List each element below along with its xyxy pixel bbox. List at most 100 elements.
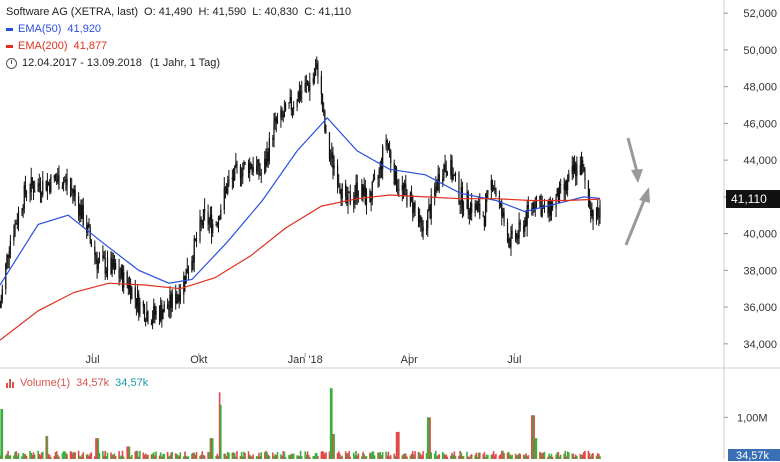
- candle-body: [582, 160, 584, 167]
- volume-bar: [268, 455, 271, 459]
- candle-body: [372, 178, 375, 183]
- volume-bar: [40, 452, 43, 459]
- volume-bar: [69, 451, 72, 459]
- legend-ema50-label: EMA(50): [18, 23, 62, 35]
- candle-body: [387, 143, 390, 149]
- candle-body: [128, 283, 131, 289]
- x-tick-label: Jul: [85, 354, 99, 366]
- volume-bar: [336, 452, 339, 459]
- candle-body: [8, 251, 10, 258]
- ema200-line: [0, 194, 601, 341]
- volume-bar: [102, 451, 104, 459]
- legend-ema50-row[interactable]: EMA(50) 41,920: [6, 21, 351, 38]
- volume-bar: [421, 455, 423, 459]
- candle-body: [187, 271, 190, 274]
- candle-body: [90, 239, 92, 247]
- y-tick-label: 34,000: [743, 339, 777, 351]
- candle-body: [413, 202, 415, 213]
- candle-body: [321, 94, 324, 112]
- candle-body: [64, 180, 66, 182]
- volume-bar: [50, 456, 52, 459]
- candle-body: [6, 255, 8, 264]
- candle-body: [446, 173, 448, 176]
- candle-body: [14, 223, 16, 236]
- candle-body: [535, 195, 538, 208]
- volume-bar: [134, 451, 137, 459]
- candle-body: [147, 311, 149, 323]
- candle-body: [252, 167, 254, 173]
- volume-bar: [332, 434, 334, 459]
- candle-body: [575, 163, 577, 177]
- volume-bar: [62, 451, 65, 459]
- y-tick-label: 38,000: [743, 265, 777, 277]
- candle-body: [154, 305, 156, 315]
- candle-body: [186, 268, 188, 274]
- volume-bar: [493, 455, 496, 459]
- candle-body: [421, 223, 423, 228]
- volume-bar: [228, 452, 230, 459]
- candle-body: [579, 165, 581, 175]
- volume-bar: [142, 452, 145, 459]
- volume-bar: [255, 456, 258, 459]
- x-tick-label: Okt: [190, 354, 207, 366]
- volume-bar: [282, 451, 285, 459]
- candle-body: [258, 160, 260, 174]
- volume-bar: [224, 453, 227, 459]
- candle-body: [395, 168, 398, 189]
- volume-bar: [469, 455, 472, 459]
- volume-bar: [567, 452, 570, 459]
- volume-bar: [312, 455, 315, 459]
- candle-body: [200, 219, 202, 223]
- volume-bar: [373, 455, 376, 459]
- candle-body: [525, 219, 527, 226]
- volume-bar: [542, 452, 545, 459]
- candle-body: [547, 205, 549, 214]
- candle-body: [291, 108, 294, 110]
- candle-body: [560, 184, 562, 186]
- volume-bar: [498, 455, 501, 459]
- ema50-line: [0, 117, 601, 286]
- volume-bar: [274, 454, 276, 459]
- legend-ema200-value: 41,877: [73, 40, 108, 52]
- candle-body: [494, 188, 496, 190]
- candle-body: [476, 205, 479, 210]
- candle-body: [508, 239, 510, 242]
- volume-bar: [551, 456, 554, 459]
- volume-bar: [428, 417, 430, 459]
- candle-body: [259, 173, 261, 175]
- candle-body: [265, 158, 267, 166]
- volume-bar: [414, 451, 416, 459]
- volume-bar: [433, 453, 436, 459]
- volume-bar: [171, 451, 174, 459]
- legend-ema200-row[interactable]: EMA(200) 41,877: [6, 38, 351, 55]
- volume-value-teal: 34,57k: [115, 377, 149, 389]
- candle-body: [54, 178, 57, 182]
- candle-body: [155, 310, 157, 315]
- candle-body: [339, 185, 341, 193]
- volume-bar: [223, 453, 226, 459]
- volume-bar: [159, 452, 162, 459]
- y-tick-label: 44,000: [743, 155, 777, 167]
- candle-body: [595, 207, 598, 222]
- candle-body: [475, 203, 477, 210]
- candle-body: [204, 208, 206, 213]
- candle-body: [161, 304, 163, 320]
- candle-body: [506, 222, 509, 242]
- candle-body: [346, 195, 348, 204]
- volume-bar: [515, 455, 518, 459]
- candle-body: [406, 190, 408, 206]
- candle-body: [356, 182, 358, 197]
- candle-body: [102, 255, 104, 258]
- candle-body: [87, 224, 89, 233]
- candle-body: [453, 174, 455, 176]
- volume-bar: [155, 451, 157, 459]
- volume-bar: [184, 451, 186, 459]
- volume-bar: [547, 456, 549, 459]
- volume-bar: [203, 455, 206, 459]
- candle-body: [78, 196, 80, 216]
- candle-body: [22, 208, 24, 211]
- volume-bar: [518, 453, 520, 459]
- volume-bar: [150, 454, 153, 459]
- candle-body: [442, 178, 444, 184]
- volume-bar: [95, 438, 97, 459]
